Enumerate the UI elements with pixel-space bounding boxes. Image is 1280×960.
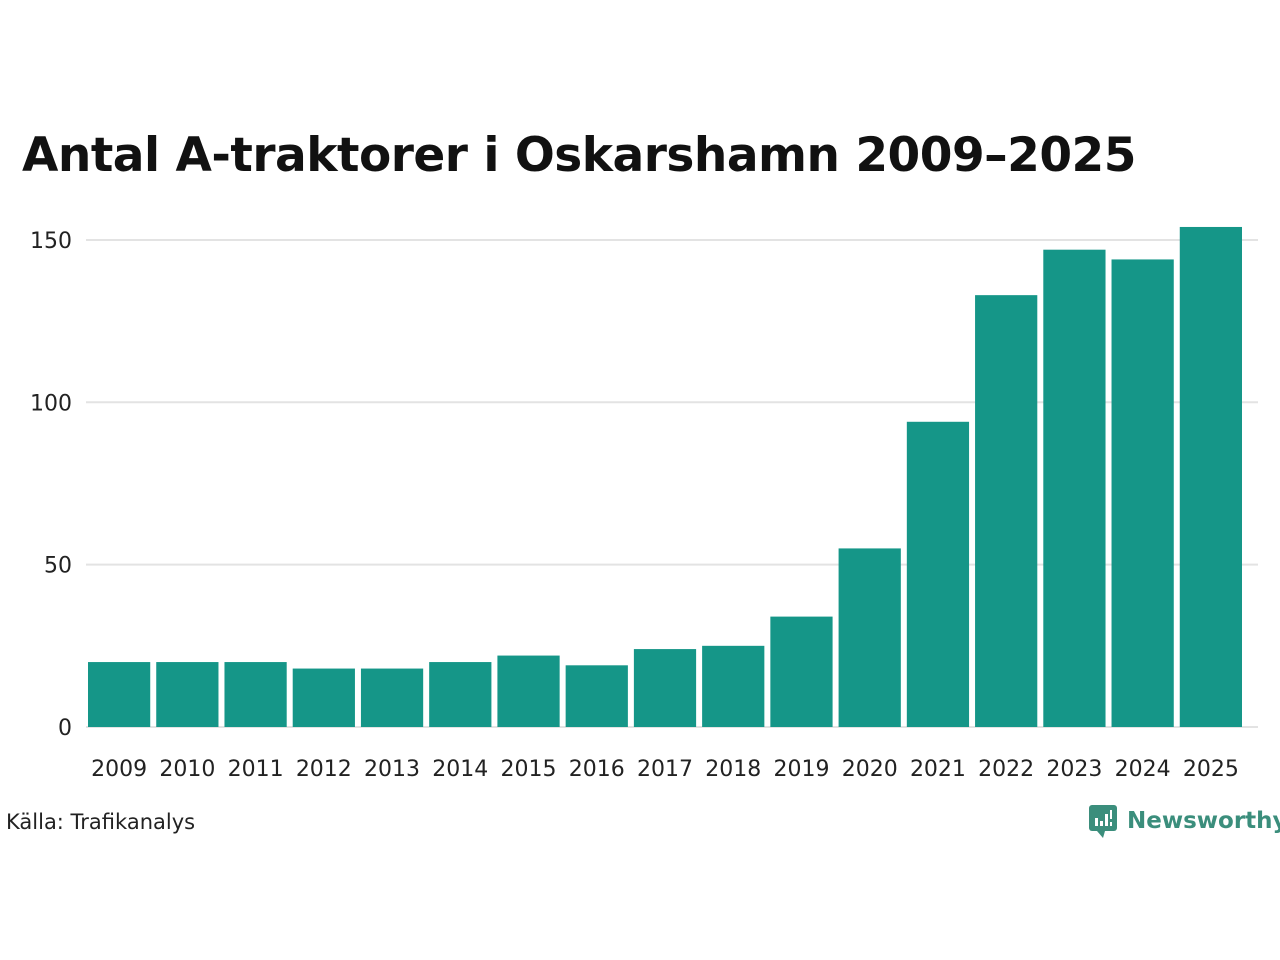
brand-logo: Newsworthy xyxy=(1087,803,1280,839)
x-tick-label: 2019 xyxy=(773,757,829,782)
x-tick-label: 2024 xyxy=(1115,757,1171,782)
x-tick-label: 2021 xyxy=(910,757,966,782)
chart-title: Antal A-traktorer i Oskarshamn 2009–2025 xyxy=(22,128,1136,183)
bar xyxy=(975,295,1038,727)
y-axis-ticks: 0 50 100 150 xyxy=(30,229,72,741)
x-tick-label: 2020 xyxy=(842,757,898,782)
bar xyxy=(633,649,697,727)
bar xyxy=(156,662,219,727)
brand-name: Newsworthy xyxy=(1127,808,1280,834)
bar xyxy=(497,655,560,727)
x-tick-label: 2012 xyxy=(296,757,352,782)
bar xyxy=(429,662,492,727)
x-tick-label: 2014 xyxy=(432,757,488,782)
bar xyxy=(88,662,151,727)
x-tick-label: 2023 xyxy=(1046,757,1102,782)
bar xyxy=(224,662,287,727)
bars xyxy=(88,226,1242,728)
bar xyxy=(702,645,765,727)
bar xyxy=(292,668,355,727)
bar xyxy=(1111,259,1174,727)
x-tick-label: 2017 xyxy=(637,757,693,782)
bar xyxy=(906,421,970,727)
y-tick-label: 100 xyxy=(30,391,72,416)
x-tick-label: 2022 xyxy=(978,757,1034,782)
bar xyxy=(1043,249,1106,728)
x-tick-label: 2025 xyxy=(1183,757,1239,782)
newsworthy-logo-icon xyxy=(1089,805,1117,838)
x-axis-ticks: 2009 2010 2011 2012 2013 2014 2015 2016 2017 2018… xyxy=(91,757,1239,782)
x-tick-label: 2016 xyxy=(569,757,625,782)
x-tick-label: 2013 xyxy=(364,757,420,782)
x-tick-label: 2010 xyxy=(159,757,215,782)
bar xyxy=(360,668,424,727)
y-tick-label: 0 xyxy=(58,716,72,741)
x-tick-label: 2018 xyxy=(705,757,761,782)
source-note: Källa: Trafikanalys xyxy=(6,810,196,834)
x-tick-label: 2011 xyxy=(228,757,284,782)
bar xyxy=(1179,226,1242,727)
bar xyxy=(770,616,833,727)
y-tick-label: 50 xyxy=(44,554,72,579)
bar xyxy=(565,665,628,727)
bar xyxy=(838,548,901,727)
y-tick-label: 150 xyxy=(30,229,72,254)
x-tick-label: 2009 xyxy=(91,757,147,782)
x-tick-label: 2015 xyxy=(501,757,557,782)
